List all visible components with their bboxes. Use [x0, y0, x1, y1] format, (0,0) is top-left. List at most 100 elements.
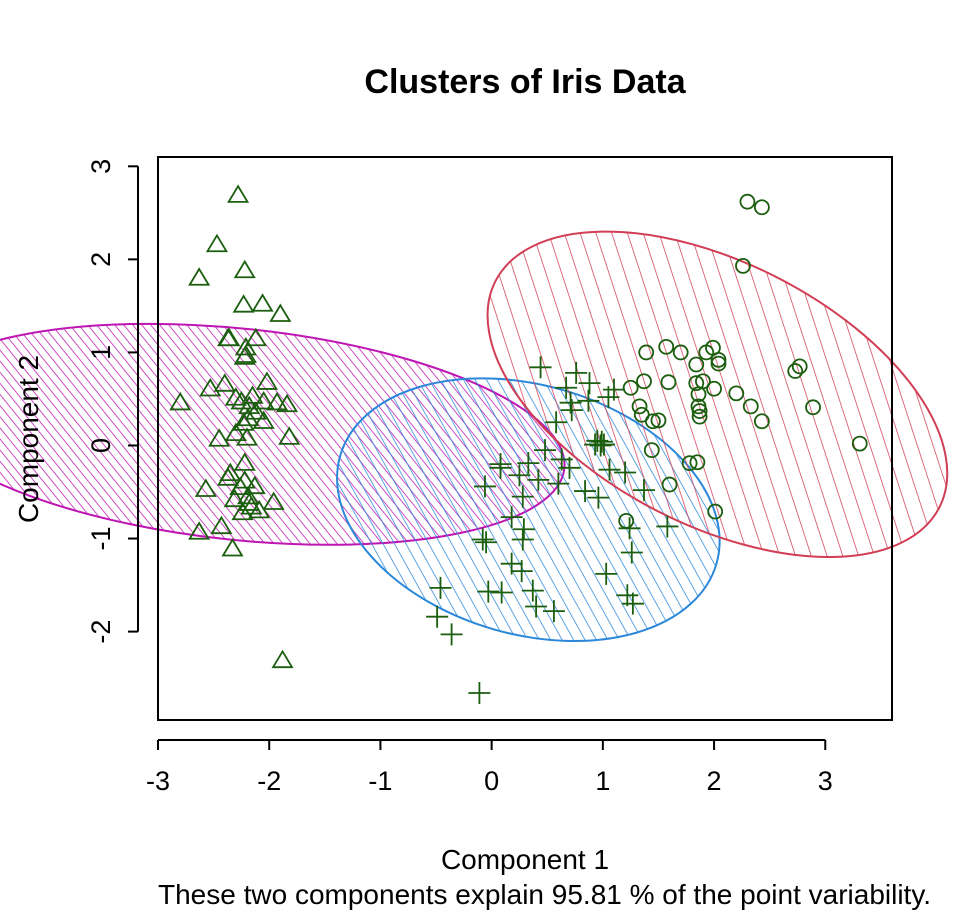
y-tick-label: 2 — [86, 252, 116, 267]
y-tick-label: -2 — [86, 620, 116, 644]
cluster-2-point — [471, 528, 494, 551]
cluster-3-point — [739, 193, 756, 210]
cluster-3-point — [658, 338, 675, 355]
y-axis: -2 -1 0 1 2 3 — [86, 159, 139, 644]
cluster-3-point — [728, 385, 745, 402]
y-tick-label: 0 — [86, 438, 116, 453]
cluster-2-point — [597, 386, 620, 409]
cluster-2-point — [508, 464, 531, 487]
cluster-3-point — [851, 435, 868, 452]
x-tick-label: -2 — [257, 766, 281, 796]
x-tick-label: 1 — [595, 766, 610, 796]
cluster-3-point — [660, 374, 677, 391]
cluster-3-point — [638, 344, 655, 361]
cluster-1-point — [221, 538, 244, 557]
cluster-2-point — [616, 584, 639, 607]
cluster-2-point — [618, 517, 641, 540]
cluster-1-point — [235, 427, 259, 446]
cluster-3-point — [622, 379, 639, 396]
cluster-2-point — [529, 356, 552, 379]
cluster-1-point — [233, 452, 256, 471]
cluster-3-point — [805, 399, 821, 416]
chart-title: Clusters of Iris Data — [364, 63, 686, 101]
cluster-2-point — [565, 361, 588, 384]
cluster-2-point — [426, 605, 449, 628]
cluster-1-point — [227, 184, 250, 203]
cluster-3-point — [688, 356, 705, 373]
cluster-1-point — [275, 393, 299, 413]
x-tick-label: 2 — [707, 766, 722, 796]
cluster-1-point — [199, 377, 222, 397]
chart-subtitle: These two components explain 95.81 % of … — [158, 879, 931, 910]
cluster-ellipses — [0, 230, 949, 643]
cluster-3-point — [791, 358, 808, 375]
cluster-1-point — [217, 327, 240, 347]
x-tick-label: -1 — [368, 766, 392, 796]
cluster-2-point — [511, 485, 534, 508]
cluster-3-point — [735, 257, 751, 274]
cluster-2-point — [656, 515, 679, 538]
cluster-2-point — [440, 623, 463, 646]
cluster-2-point — [574, 480, 597, 503]
cluster-2-point — [475, 531, 498, 554]
y-axis-label: Component 2 — [13, 355, 44, 523]
cluster-1-point — [208, 428, 231, 447]
x-tick-label: -3 — [146, 766, 170, 796]
cluster-1-point — [252, 390, 275, 410]
cluster-3-point — [691, 403, 708, 419]
cluster-1-point — [224, 387, 247, 406]
cluster-3-ellipse — [486, 230, 949, 558]
cluster-1-point — [213, 373, 236, 392]
cluster-2-point — [598, 458, 621, 481]
cluster-2-point — [429, 576, 452, 599]
cluster-2-point — [578, 372, 601, 395]
cluster-2-point — [620, 541, 643, 564]
cluster-1-point — [210, 515, 233, 535]
cluster-3-point — [710, 355, 727, 372]
plot-frame — [157, 156, 893, 721]
cluster-1-point — [205, 233, 228, 253]
cluster-3-point — [681, 455, 698, 472]
cluster-1-point — [194, 478, 217, 497]
cluster-3-point — [636, 373, 652, 390]
x-tick-label: 0 — [484, 766, 499, 796]
cluster-3-point — [707, 503, 724, 520]
cluster-1-point — [188, 521, 211, 540]
cluster-3-point — [643, 442, 660, 459]
cluster-3-point — [742, 398, 759, 415]
cluster-2-point — [589, 434, 612, 457]
cluster-2-point — [527, 468, 550, 491]
cluster-1-point — [234, 337, 257, 356]
cluster-3-point — [650, 412, 667, 429]
cluster-1-point — [262, 491, 285, 510]
cluster-1-point — [237, 407, 260, 427]
x-axis: -3 -2 -1 0 1 2 3 — [146, 739, 833, 796]
cluster-1-point — [244, 401, 267, 420]
cluster-1-point — [265, 391, 289, 411]
cluster-2-point — [632, 479, 655, 502]
cluster-1-point — [244, 327, 267, 347]
cluster-3-point — [710, 351, 727, 368]
cluster-3-point — [691, 408, 708, 425]
cluster-2-point — [592, 433, 615, 456]
cluster-3-point — [689, 454, 706, 471]
cluster-2-point — [525, 595, 548, 618]
cluster-1-point — [231, 501, 254, 521]
cluster-1-point — [233, 259, 256, 279]
cluster-3-point — [787, 363, 804, 379]
y-tick-label: -1 — [86, 527, 116, 551]
cluster-2-point — [555, 376, 578, 399]
y-tick-label: 1 — [86, 345, 116, 360]
cluster-1-point — [243, 475, 266, 495]
cluster-2-point — [560, 399, 583, 422]
cluster-1-point — [229, 476, 252, 496]
cluster-2-point — [595, 562, 618, 585]
cluster-3-point — [690, 386, 707, 403]
cluster-3-point — [644, 413, 661, 430]
cluster-1-point — [255, 371, 279, 390]
cluster-3-point — [618, 512, 635, 529]
cluster-1-point — [232, 412, 255, 431]
cluster-3-point — [672, 344, 689, 361]
cluster-2-point — [490, 581, 513, 604]
